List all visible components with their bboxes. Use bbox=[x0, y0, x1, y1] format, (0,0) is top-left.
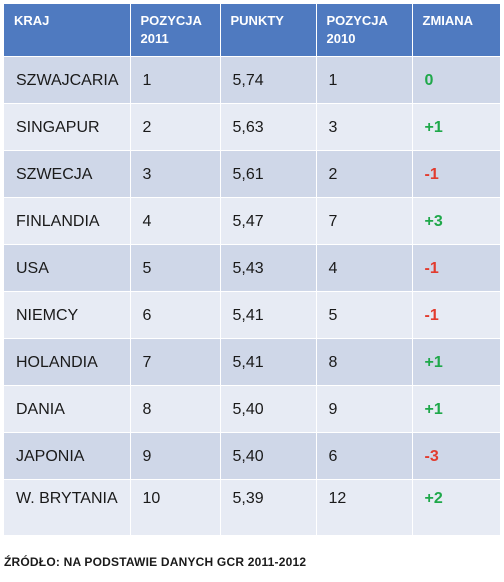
country-cell: SZWECJA bbox=[4, 149, 130, 197]
position-2011-cell: 1 bbox=[129, 55, 220, 103]
position-2011-cell: 5 bbox=[129, 243, 220, 291]
table-row: JAPONIA 9 5,40 6 -3 bbox=[4, 431, 500, 479]
table-row: HOLANDIA 7 5,41 8 +1 bbox=[4, 337, 500, 385]
change-value: -1 bbox=[424, 259, 439, 277]
header-position-2011: POZYCJA 2011 bbox=[129, 4, 220, 56]
points-cell: 5,63 bbox=[219, 102, 316, 150]
country-cell: FINLANDIA bbox=[4, 196, 130, 244]
change-value: +2 bbox=[424, 489, 443, 507]
table-row: NIEMCY 6 5,41 5 -1 bbox=[4, 290, 500, 338]
header-points: PUNKTY bbox=[219, 4, 316, 56]
points-cell: 5,47 bbox=[219, 196, 316, 244]
table-row: SINGAPUR 2 5,63 3 +1 bbox=[4, 102, 500, 150]
position-2010-cell: 6 bbox=[315, 431, 412, 479]
position-2011-cell: 4 bbox=[129, 196, 220, 244]
country-cell: NIEMCY bbox=[4, 290, 130, 338]
change-cell: +1 bbox=[411, 337, 500, 385]
change-value: +1 bbox=[424, 118, 443, 136]
change-value: +3 bbox=[424, 212, 443, 230]
change-cell: -3 bbox=[411, 431, 500, 479]
position-2011-cell: 2 bbox=[129, 102, 220, 150]
source-note: ŹRÓDŁO: NA PODSTAWIE DANYCH GCR 2011-201… bbox=[4, 555, 307, 569]
position-2010-cell: 4 bbox=[315, 243, 412, 291]
change-value: 0 bbox=[424, 71, 434, 89]
header-change: ZMIANA bbox=[411, 4, 500, 56]
country-cell: HOLANDIA bbox=[4, 337, 130, 385]
position-2010-cell: 8 bbox=[315, 337, 412, 385]
table-row: DANIA 8 5,40 9 +1 bbox=[4, 384, 500, 432]
position-2010-cell: 3 bbox=[315, 102, 412, 150]
points-cell: 5,41 bbox=[219, 290, 316, 338]
change-value: +1 bbox=[424, 353, 443, 371]
points-cell: 5,74 bbox=[219, 55, 316, 103]
change-cell: +1 bbox=[411, 102, 500, 150]
table-row: FINLANDIA 4 5,47 7 +3 bbox=[4, 196, 500, 244]
change-cell: +1 bbox=[411, 384, 500, 432]
table-row: USA 5 5,43 4 -1 bbox=[4, 243, 500, 291]
table-row: W. BRYTANIA 10 5,39 12 +2 bbox=[4, 478, 500, 535]
position-2011-cell: 7 bbox=[129, 337, 220, 385]
position-2011-cell: 6 bbox=[129, 290, 220, 338]
points-cell: 5,40 bbox=[219, 431, 316, 479]
change-value: -1 bbox=[424, 165, 439, 183]
position-2011-cell: 3 bbox=[129, 149, 220, 197]
change-value: +1 bbox=[424, 400, 443, 418]
change-cell: -1 bbox=[411, 290, 500, 338]
position-2010-cell: 5 bbox=[315, 290, 412, 338]
points-cell: 5,40 bbox=[219, 384, 316, 432]
change-cell: +3 bbox=[411, 196, 500, 244]
points-cell: 5,43 bbox=[219, 243, 316, 291]
header-position-2010: POZYCJA 2010 bbox=[315, 4, 412, 56]
points-cell: 5,39 bbox=[219, 478, 316, 535]
change-value: -3 bbox=[424, 447, 439, 465]
change-value: -1 bbox=[424, 306, 439, 324]
points-cell: 5,61 bbox=[219, 149, 316, 197]
table-row: SZWECJA 3 5,61 2 -1 bbox=[4, 149, 500, 197]
table-header-row: KRAJ POZYCJA 2011 PUNKTY POZYCJA 2010 ZM… bbox=[4, 4, 500, 56]
position-2010-cell: 2 bbox=[315, 149, 412, 197]
country-cell: SINGAPUR bbox=[4, 102, 130, 150]
header-country: KRAJ bbox=[4, 4, 130, 56]
change-cell: -1 bbox=[411, 149, 500, 197]
country-cell: USA bbox=[4, 243, 130, 291]
change-cell: -1 bbox=[411, 243, 500, 291]
change-cell: +2 bbox=[411, 478, 500, 535]
table-row: SZWAJCARIA 1 5,74 1 0 bbox=[4, 55, 500, 103]
competitiveness-ranking-table: KRAJ POZYCJA 2011 PUNKTY POZYCJA 2010 ZM… bbox=[4, 4, 500, 535]
position-2010-cell: 9 bbox=[315, 384, 412, 432]
position-2011-cell: 8 bbox=[129, 384, 220, 432]
points-cell: 5,41 bbox=[219, 337, 316, 385]
position-2011-cell: 9 bbox=[129, 431, 220, 479]
country-cell: W. BRYTANIA bbox=[4, 478, 130, 535]
table-body: SZWAJCARIA 1 5,74 1 0 SINGAPUR 2 5,63 3 +1 SZWECJA… bbox=[4, 55, 500, 535]
position-2010-cell: 12 bbox=[315, 478, 412, 535]
position-2011-cell: 10 bbox=[129, 478, 220, 535]
country-cell: JAPONIA bbox=[4, 431, 130, 479]
position-2010-cell: 1 bbox=[315, 55, 412, 103]
country-cell: DANIA bbox=[4, 384, 130, 432]
position-2010-cell: 7 bbox=[315, 196, 412, 244]
ranking-table-container: KRAJ POZYCJA 2011 PUNKTY POZYCJA 2010 ZM… bbox=[4, 4, 500, 535]
country-cell: SZWAJCARIA bbox=[4, 55, 130, 103]
change-cell: 0 bbox=[411, 55, 500, 103]
